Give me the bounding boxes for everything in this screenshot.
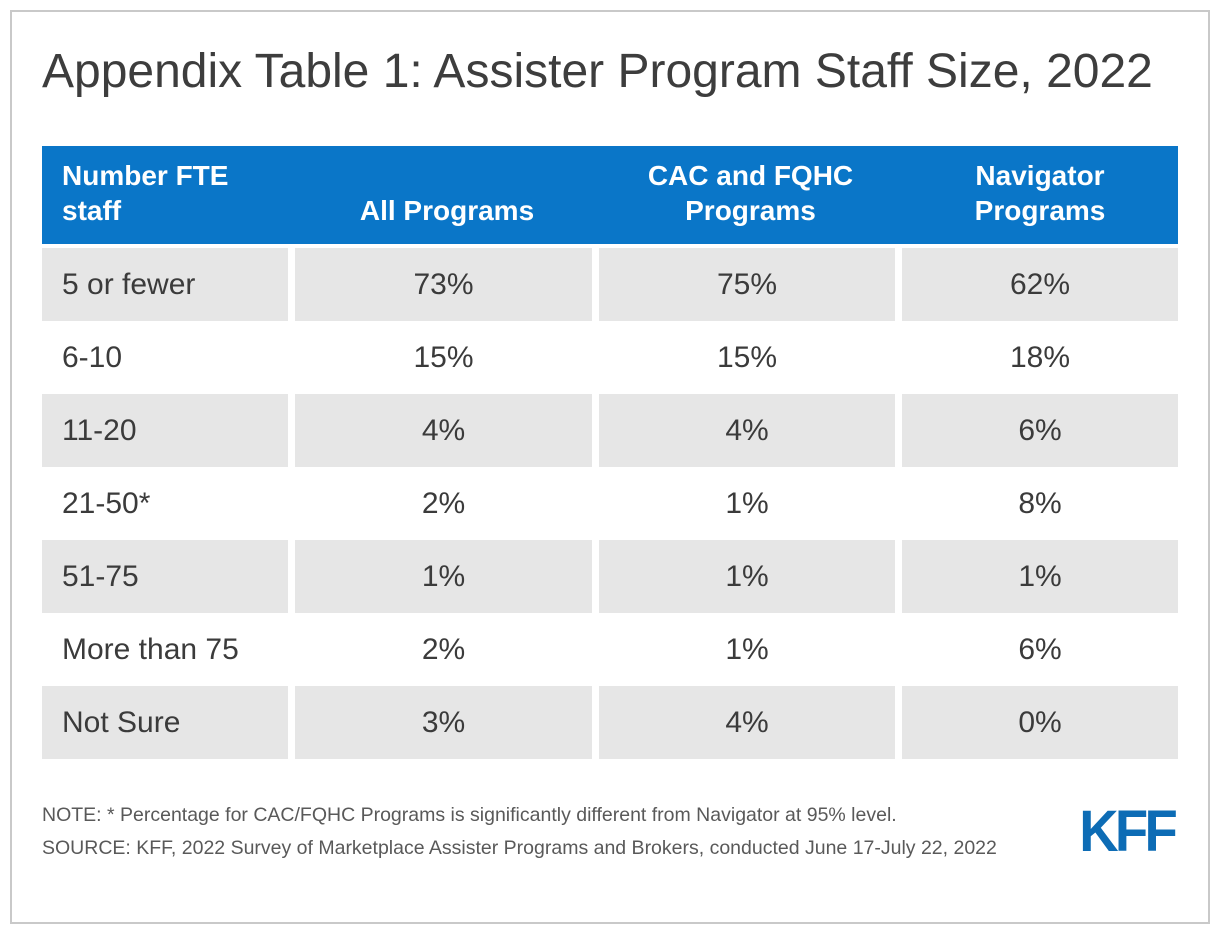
table-row: Not Sure 3% 4% 0% (42, 686, 1178, 760)
page-title: Appendix Table 1: Assister Program Staff… (42, 45, 1153, 98)
table-row: More than 75 2% 1% 6% (42, 613, 1178, 687)
row-label: More than 75 (42, 613, 295, 687)
row-label: Not Sure (42, 686, 295, 760)
cell-navigator: 0% (902, 686, 1178, 760)
table-row: 11-20 4% 4% 6% (42, 394, 1178, 468)
cell-cac-fqhc: 1% (599, 467, 902, 541)
row-label: 11-20 (42, 394, 295, 468)
staff-size-table: Number FTE staff All Programs CAC and FQ… (42, 146, 1178, 760)
cell-all-programs: 15% (295, 321, 599, 395)
kff-logo: KFF (1079, 798, 1178, 864)
cell-navigator: 6% (902, 394, 1178, 468)
table-row: 51-75 1% 1% 1% (42, 540, 1178, 614)
cell-navigator: 1% (902, 540, 1178, 614)
row-label: 21-50* (42, 467, 295, 541)
cell-cac-fqhc: 15% (599, 321, 902, 395)
cell-all-programs: 2% (295, 467, 599, 541)
source-text: SOURCE: KFF, 2022 Survey of Marketplace … (42, 836, 997, 859)
cell-navigator: 18% (902, 321, 1178, 395)
cell-cac-fqhc: 1% (599, 613, 902, 687)
cell-cac-fqhc: 4% (599, 394, 902, 468)
footnotes: NOTE: * Percentage for CAC/FQHC Programs… (42, 799, 997, 865)
cell-navigator: 62% (902, 248, 1178, 322)
table-header-row: Number FTE staff All Programs CAC and FQ… (42, 146, 1178, 245)
col-header-all-programs: All Programs (359, 195, 535, 227)
figure-frame: Appendix Table 1: Assister Program Staff… (10, 10, 1210, 924)
col-header-number-fte-staff: Number FTE staff (62, 159, 229, 227)
note-text: NOTE: * Percentage for CAC/FQHC Programs… (42, 804, 897, 827)
cell-all-programs: 4% (295, 394, 599, 468)
row-label: 6-10 (42, 321, 295, 395)
cell-all-programs: 3% (295, 686, 599, 760)
table-row: 6-10 15% 15% 18% (42, 321, 1178, 395)
table-row: 5 or fewer 73% 75% 62% (42, 248, 1178, 322)
row-label: 51-75 (42, 540, 295, 614)
cell-cac-fqhc: 4% (599, 686, 902, 760)
cell-all-programs: 73% (295, 248, 599, 322)
cell-navigator: 8% (902, 467, 1178, 541)
cell-all-programs: 2% (295, 613, 599, 687)
col-header-navigator-programs: Navigator Programs (974, 159, 1106, 227)
row-label: 5 or fewer (42, 248, 295, 322)
cell-cac-fqhc: 75% (599, 248, 902, 322)
table-body: 5 or fewer 73% 75% 62% 6-10 15% 15% 18% … (42, 248, 1178, 760)
figure-footer: NOTE: * Percentage for CAC/FQHC Programs… (42, 799, 1178, 865)
cell-all-programs: 1% (295, 540, 599, 614)
cell-navigator: 6% (902, 613, 1178, 687)
cell-cac-fqhc: 1% (599, 540, 902, 614)
table-row: 21-50* 2% 1% 8% (42, 467, 1178, 541)
col-header-cac-fqhc-programs: CAC and FQHC Programs (647, 159, 854, 227)
